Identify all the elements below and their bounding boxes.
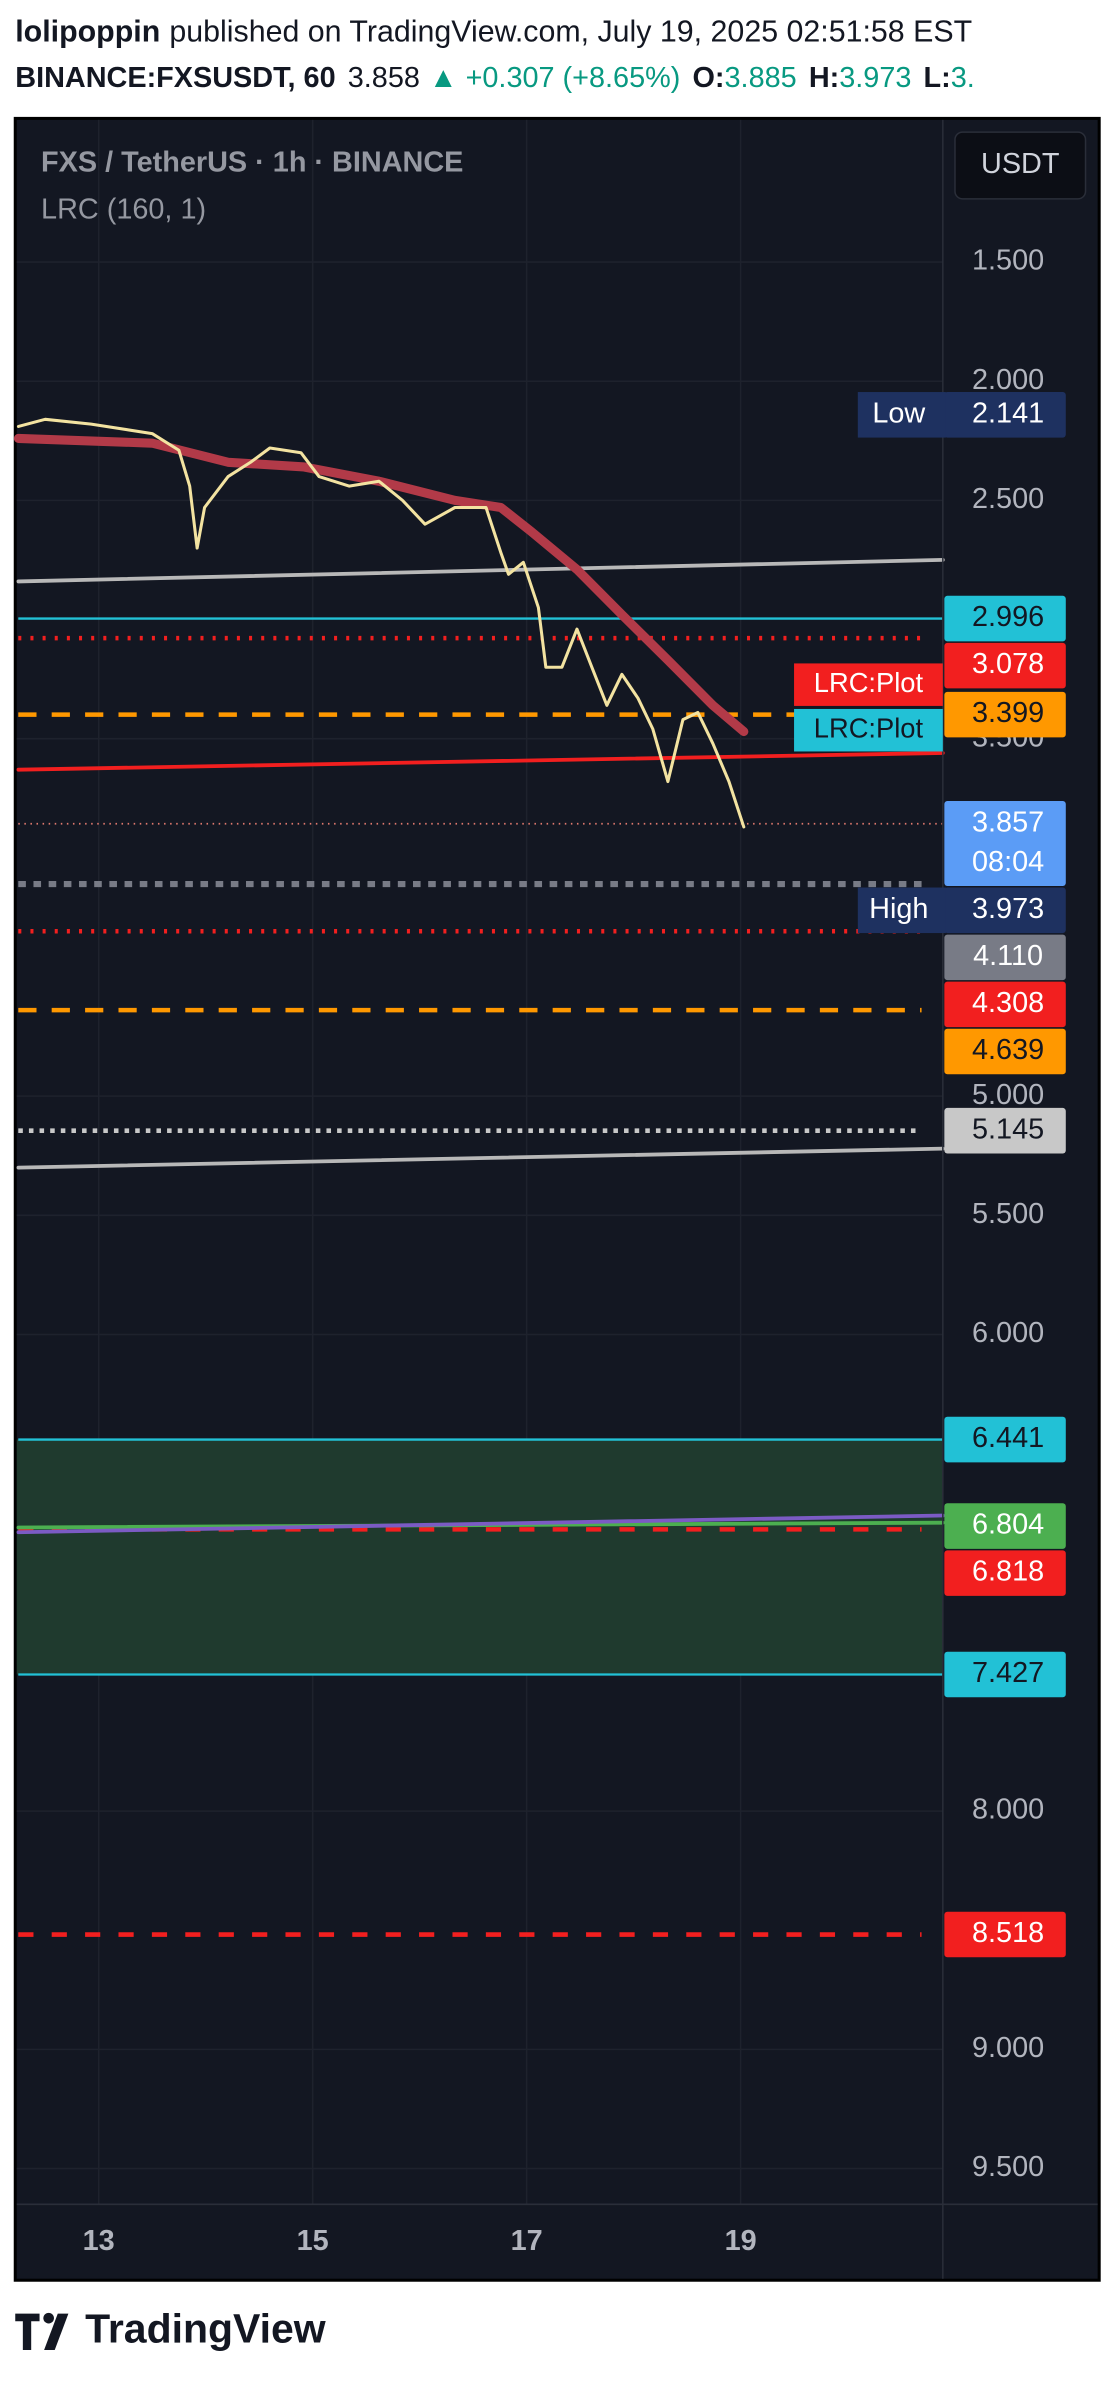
badge-name-box	[857, 887, 946, 934]
annotation: LRC:Plot	[814, 712, 924, 743]
price-badge	[944, 1550, 1066, 1596]
x-tick-label: 15	[297, 2225, 329, 2257]
badge-value: 3.973	[972, 893, 1044, 925]
badge-value: 5.145	[972, 1113, 1044, 1145]
badge-countdown: 08:04	[972, 846, 1044, 878]
change: ▲ +0.307 (+8.65%)	[429, 62, 680, 94]
price-badge	[944, 1911, 1066, 1958]
badge-value: 6.818	[972, 1556, 1044, 1588]
published: published on TradingView.com, July 19, 2…	[169, 15, 972, 48]
badge-value: 2.141	[972, 397, 1044, 429]
quote-line: BINANCE:FXSUSDT, 60 3.858 ▲ +0.307 (+8.65%…	[15, 62, 975, 94]
open: 3.885	[725, 62, 797, 94]
price-badge	[944, 1107, 1066, 1154]
x-tick-label: 19	[725, 2225, 757, 2257]
header-line: lolipoppin published on TradingView.com, …	[15, 15, 972, 48]
trendline	[16, 751, 945, 772]
badge-value: 3.857	[972, 806, 1044, 838]
currency-button[interactable]	[954, 131, 1087, 200]
y-tick-label: 5.500	[972, 1198, 1044, 1230]
price-line	[16, 417, 746, 829]
annotation: LRC:Plot	[814, 667, 924, 698]
x-tick-label: 13	[83, 2225, 115, 2257]
badge-value: 6.804	[972, 1509, 1044, 1541]
badge-name: High	[869, 893, 928, 925]
price-badge	[944, 981, 1066, 1028]
badge-value: 4.639	[972, 1034, 1044, 1066]
badge-value: 4.308	[972, 987, 1044, 1019]
chart-frame	[13, 116, 1101, 2282]
price-badge	[944, 1503, 1066, 1549]
currency-label[interactable]: USDT	[981, 148, 1059, 180]
price-badge	[944, 691, 1066, 738]
y-tick-label: 9.000	[972, 2032, 1044, 2064]
price-badge	[944, 642, 1066, 689]
price-badge	[944, 887, 1066, 934]
price-badge	[944, 934, 1066, 981]
zone	[16, 1439, 943, 1675]
last: 3.858	[348, 62, 420, 94]
badge-value: 7.427	[972, 1657, 1044, 1689]
y-tick-label: 2.500	[972, 483, 1044, 515]
trendline	[16, 1146, 945, 1170]
annotation-box	[794, 708, 943, 752]
price-badge	[944, 392, 1066, 438]
symbol: BINANCE:FXSUSDT, 60	[15, 62, 335, 94]
price-badge	[944, 595, 1066, 642]
price-badge	[944, 800, 1066, 887]
price-badge	[944, 1416, 1066, 1463]
open-label: O:	[692, 62, 724, 94]
low-label: L:	[924, 62, 951, 94]
trendline	[16, 557, 945, 584]
logo	[15, 2312, 69, 2351]
y-tick-label: 9.500	[972, 2151, 1044, 2183]
badge-value: 8.518	[972, 1917, 1044, 1949]
indicator-legend: LRC (160, 1)	[41, 194, 206, 226]
brand: TradingView	[85, 2306, 326, 2352]
trendline	[16, 1513, 945, 1535]
badge-value: 6.441	[972, 1422, 1044, 1454]
y-tick-label: 5.000	[972, 1079, 1044, 1111]
price-badge	[944, 1028, 1066, 1075]
plot	[13, 119, 945, 2205]
x-tick-label: 17	[511, 2225, 543, 2257]
y-tick-label: 6.000	[972, 1317, 1044, 1349]
badge-value: 3.399	[972, 697, 1044, 729]
high-label: H:	[809, 62, 839, 94]
annotation-box	[794, 663, 943, 706]
author: lolipoppin	[15, 15, 160, 48]
badge-name-box	[857, 392, 946, 438]
badge-value: 3.078	[972, 648, 1044, 680]
price-badge	[944, 1651, 1066, 1698]
low: 3.	[951, 62, 975, 94]
badge-name: Low	[872, 397, 925, 429]
high: 3.973	[839, 62, 911, 94]
lrc-line	[13, 433, 749, 737]
y-tick-label: 8.000	[972, 1794, 1044, 1826]
y-tick-label: 1.500	[972, 245, 1044, 277]
badge-value: 4.110	[973, 940, 1043, 972]
y-tick-label: 2.000	[972, 364, 1044, 396]
badge-value: 2.996	[972, 601, 1044, 633]
chart-title: FXS / TetherUS · 1h · BINANCE	[41, 147, 463, 179]
